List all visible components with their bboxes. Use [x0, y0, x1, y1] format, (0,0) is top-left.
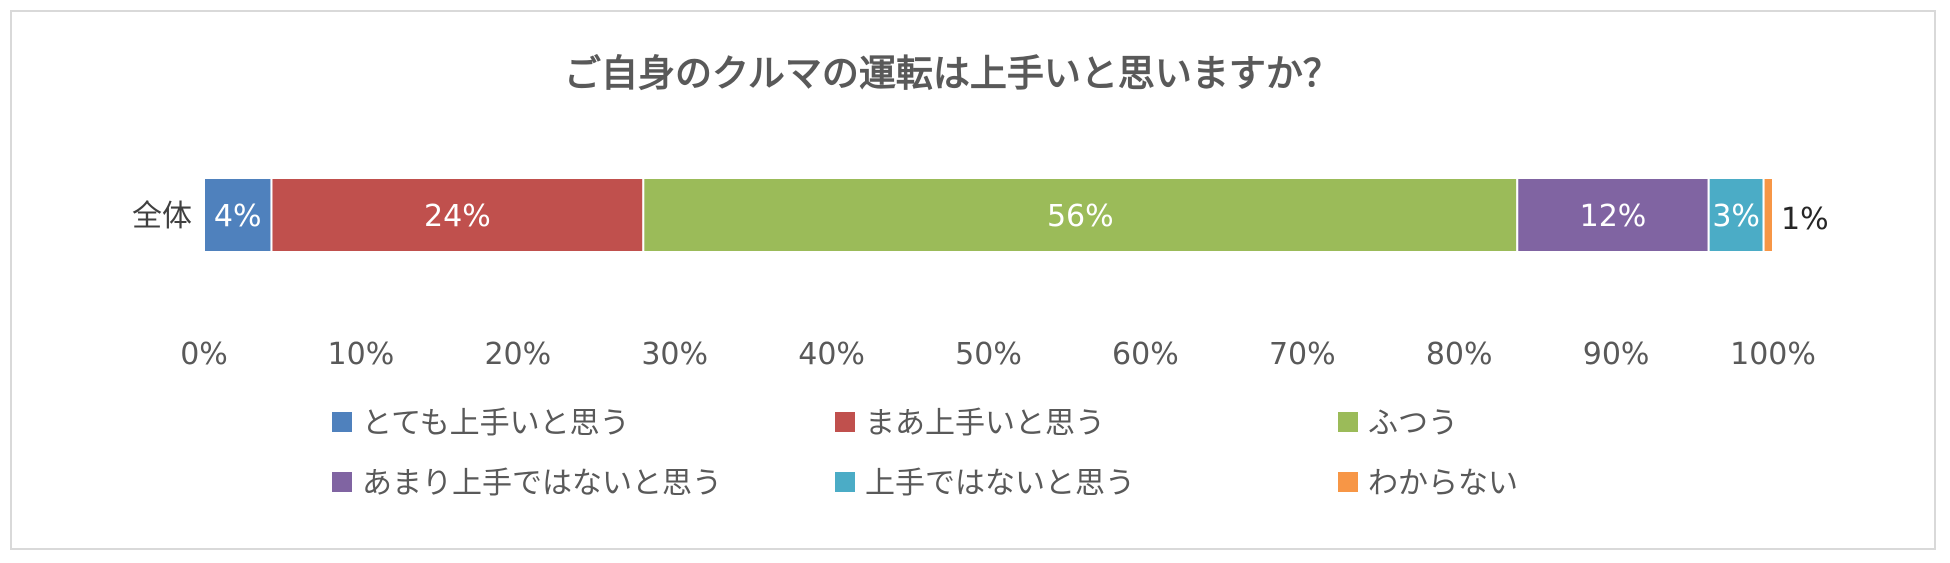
data-label-5: 3% [1712, 199, 1760, 234]
legend-swatch [835, 412, 855, 432]
legend-swatch [1338, 412, 1358, 432]
x-tick-label: 0% [180, 337, 228, 372]
legend-swatch [332, 472, 352, 492]
x-tick-label: 20% [484, 337, 551, 372]
x-tick-label: 30% [641, 337, 708, 372]
legend-item: あまり上手ではないと思う [332, 466, 722, 501]
x-tick-label: 10% [328, 337, 395, 372]
x-tick-label: 60% [1112, 337, 1179, 372]
data-label-3: 56% [1047, 199, 1114, 234]
x-tick-label: 70% [1269, 337, 1336, 372]
chart-title: ご自身のクルマの運転は上手いと思いますか？ [564, 52, 1340, 95]
bar-segment-5 [1707, 177, 1765, 253]
legend-item: ふつう [1338, 406, 1458, 441]
legend-item: とても上手いと思う [332, 406, 630, 441]
legend-label: わからない [1368, 466, 1518, 501]
category-label: 全体 [132, 199, 192, 234]
x-tick-label: 50% [955, 337, 1022, 372]
legend-swatch [1338, 472, 1358, 492]
bar-segment-3 [642, 177, 1519, 253]
chart-frame [10, 10, 1936, 550]
legend-label: 上手ではないと思う [865, 466, 1135, 501]
data-label-1: 4% [214, 199, 262, 234]
bar-segment-4 [1516, 177, 1710, 253]
legend-item: わからない [1338, 466, 1518, 501]
x-tick-label: 100% [1730, 337, 1816, 372]
data-label-6: 1% [1781, 202, 1829, 237]
bar-segment-2 [270, 177, 645, 253]
x-tick-label: 90% [1583, 337, 1650, 372]
legend-item: まあ上手いと思う [835, 406, 1105, 441]
bar-segment-6 [1762, 177, 1775, 253]
legend-label: とても上手いと思う [362, 406, 630, 441]
data-label-2: 24% [424, 199, 491, 234]
legend-label: まあ上手いと思う [865, 406, 1105, 441]
data-label-4: 12% [1580, 199, 1647, 234]
x-tick-label: 80% [1426, 337, 1493, 372]
legend-item: 上手ではないと思う [835, 466, 1135, 501]
legend-swatch [332, 412, 352, 432]
legend-label: ふつう [1368, 406, 1458, 441]
legend-label: あまり上手ではないと思う [362, 466, 722, 501]
legend-swatch [835, 472, 855, 492]
x-tick-label: 40% [798, 337, 865, 372]
bar-segment-1 [203, 177, 273, 253]
